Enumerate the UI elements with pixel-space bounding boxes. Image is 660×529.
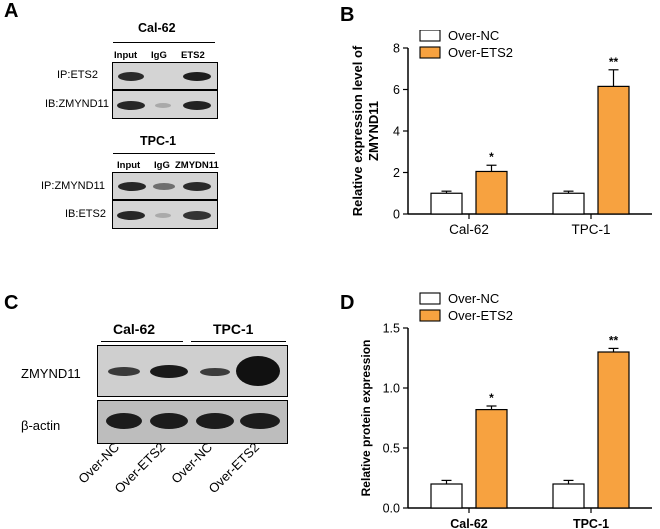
bar-over-ets2: [597, 351, 630, 509]
lane-label: Over-NC: [75, 442, 122, 486]
lane-label: Over-NC: [168, 442, 215, 486]
y-tick-label: 2: [393, 166, 400, 180]
blot-band: [118, 182, 146, 191]
bar-over-nc: [430, 192, 463, 215]
row-label: β-actin: [21, 418, 61, 433]
cal62-underline: [113, 42, 215, 43]
x-tick-label: TPC-1: [571, 222, 610, 237]
y-tick-label: 8: [393, 42, 400, 56]
y-tick-label: 4: [393, 125, 400, 139]
row-label: IB:ETS2: [65, 208, 106, 220]
row-label: IP:ZMYND11: [41, 180, 105, 192]
y-axis-label: Relative expression level of: [350, 45, 365, 216]
y-axis-label: Relative protein expression: [359, 340, 373, 497]
bar-over-ets2: [475, 170, 508, 215]
legend-swatch-over-nc: [419, 292, 441, 305]
blot-band: [200, 368, 230, 376]
legend-label: Over-ETS2: [448, 45, 513, 60]
x-tick-label: TPC-1: [573, 517, 609, 529]
blot-band: [155, 213, 171, 218]
lane-label: IgG: [151, 50, 167, 61]
blot-band: [153, 183, 175, 190]
blot-band: [155, 103, 171, 108]
blot-band: [117, 101, 145, 110]
significance-mark: *: [489, 391, 494, 405]
blot-strip: [112, 62, 218, 90]
blot-band: [240, 413, 280, 429]
y-axis-label: ZMYND11: [366, 101, 381, 161]
lane-label: ZMYDN11: [175, 160, 219, 171]
blot-band: [150, 413, 188, 429]
x-tick-label: Cal-62: [449, 222, 489, 237]
legend-label: Over-NC: [448, 291, 499, 306]
chart-b: 0 2 4 6 8 Relative expression level of ZMYND11…: [350, 30, 652, 237]
bar-over-nc: [552, 483, 585, 509]
bar-over-ets2: [597, 85, 630, 215]
cal62-underline: [101, 341, 183, 342]
legend-swatch-over-nc: [419, 30, 441, 42]
y-tick-label: 1.5: [383, 322, 400, 336]
y-tick-label: 1.0: [383, 382, 400, 396]
y-tick-label: 6: [393, 83, 400, 97]
tpc1-group-title: TPC-1: [213, 321, 254, 337]
significance-mark: **: [609, 55, 619, 69]
tpc1-underline: [113, 153, 215, 154]
significance-mark: **: [609, 333, 619, 347]
blot-band: [183, 72, 211, 81]
panel-label-c: C: [4, 292, 19, 314]
blot-strip: [112, 200, 218, 229]
panel-label-b: B: [340, 4, 355, 26]
blot-strip: [97, 400, 288, 444]
bar-over-ets2: [475, 408, 508, 509]
row-label: IP:ETS2: [57, 69, 98, 81]
row-label: ZMYND11: [21, 366, 81, 381]
bar-over-nc: [552, 192, 585, 215]
chart-d: 0.0 0.5 1.0 1.5 Relative protein expression *…: [359, 291, 652, 529]
x-tick-label: Cal-62: [450, 517, 488, 529]
legend-label: Over-ETS2: [448, 308, 513, 323]
blot-band: [196, 413, 234, 429]
cal62-group-title: Cal-62: [138, 21, 176, 35]
blot-strip: [97, 345, 288, 397]
panel-label-a: A: [4, 0, 19, 22]
blot-strip: [112, 172, 218, 200]
blot-band: [236, 356, 280, 386]
lane-label: IgG: [154, 160, 170, 171]
blot-band: [183, 101, 211, 110]
blot-band: [183, 211, 211, 220]
legend-label: Over-NC: [448, 30, 499, 43]
bar-over-nc: [430, 483, 463, 509]
lane-label: Input: [114, 50, 138, 61]
y-tick-label: 0.5: [383, 442, 400, 456]
significance-mark: *: [489, 150, 494, 164]
legend-swatch-over-ets2: [419, 46, 441, 59]
blot-strip: [112, 90, 218, 119]
blot-band: [117, 211, 145, 220]
blot-band: [183, 182, 211, 191]
lane-label: ETS2: [181, 50, 205, 61]
panel-label-d: D: [340, 292, 355, 314]
y-tick-label: 0: [393, 208, 400, 222]
lane-label: Input: [117, 160, 141, 171]
row-label: IB:ZMYND11: [45, 98, 109, 110]
y-tick-label: 0.0: [383, 502, 400, 516]
tpc1-underline: [191, 341, 286, 342]
tpc1-group-title: TPC-1: [140, 134, 177, 148]
blot-band: [108, 367, 140, 376]
legend-swatch-over-ets2: [419, 309, 441, 322]
blot-band: [106, 413, 142, 429]
lane-labels: Over-NC Over-ETS2 Over-NC Over-ETS2: [75, 442, 262, 496]
cal62-group-title: Cal-62: [113, 321, 156, 337]
blot-band: [118, 72, 144, 81]
chart-d-plot: 0.0 0.5 1.0 1.5 Relative protein expression *…: [359, 291, 652, 529]
chart-b-plot: 0 2 4 6 8 Relative expression level of ZMYND11…: [350, 30, 652, 237]
blot-band: [150, 365, 188, 378]
